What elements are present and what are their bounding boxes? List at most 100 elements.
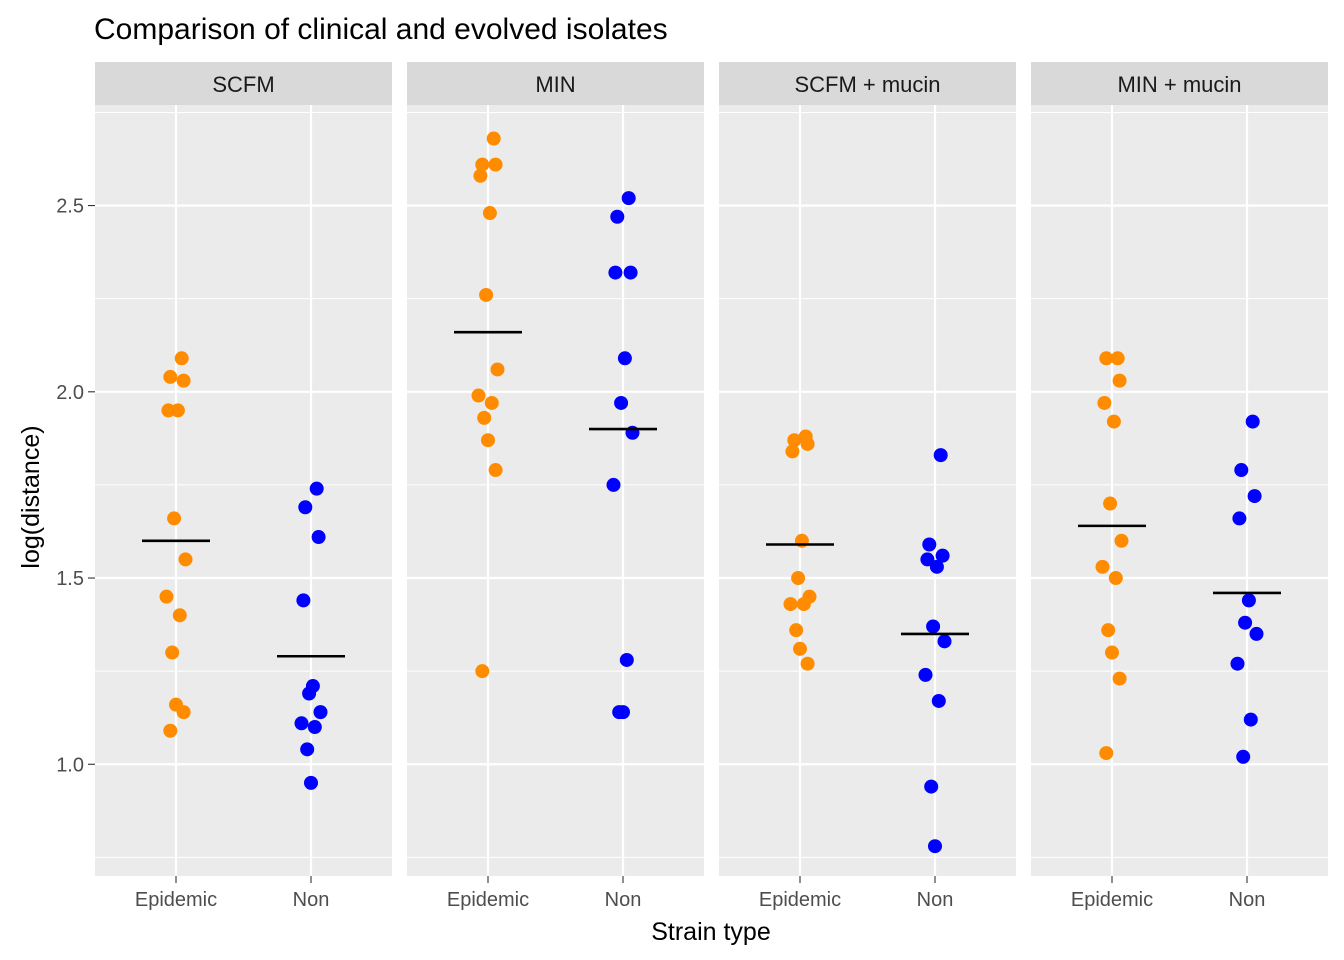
facet-panel: MIN Epidemic Non	[407, 62, 704, 911]
data-point	[475, 157, 490, 172]
data-point	[1243, 712, 1258, 727]
data-point	[787, 433, 802, 448]
data-point	[296, 593, 311, 608]
data-point	[785, 444, 800, 459]
data-point	[167, 511, 182, 526]
data-point	[619, 652, 634, 667]
facet-strip	[1031, 62, 1328, 105]
data-point	[1236, 749, 1251, 764]
facet-strip-label: SCFM	[212, 72, 274, 97]
panel-background	[95, 105, 392, 876]
data-point	[486, 131, 501, 146]
data-point	[783, 597, 798, 612]
facet-strip	[95, 62, 392, 105]
x-tick-label: Epidemic	[447, 889, 529, 911]
data-point	[176, 705, 191, 720]
data-point	[793, 641, 807, 656]
facet-panels: 1.0 1.5 2.0 2.5 SCFM Epidemic Non MIN Epidemic No…	[56, 62, 1328, 911]
data-point	[304, 775, 318, 790]
data-point	[484, 395, 499, 410]
data-point	[800, 436, 815, 451]
data-point	[800, 656, 815, 671]
data-point	[1241, 593, 1256, 608]
data-point	[311, 530, 326, 545]
x-tick-label: Non	[605, 889, 642, 911]
data-point	[617, 351, 632, 366]
data-point	[490, 362, 505, 377]
facet-strip	[719, 62, 1016, 105]
data-point	[608, 265, 623, 280]
facet-strip-label: MIN	[535, 72, 575, 97]
data-point	[481, 433, 495, 448]
data-point	[471, 388, 486, 403]
facet-strip-label: SCFM + mucin	[794, 72, 940, 97]
data-point	[170, 403, 185, 418]
data-point	[623, 265, 638, 280]
data-point	[1103, 496, 1118, 511]
data-point	[165, 645, 180, 660]
facet-panel: SCFM + mucin Epidemic Non	[719, 62, 1016, 911]
data-point	[475, 664, 490, 679]
facet-panel: SCFM Epidemic Non	[95, 62, 392, 911]
data-point	[1245, 414, 1260, 429]
data-point	[1099, 746, 1114, 761]
x-tick-label: Epidemic	[135, 889, 217, 911]
x-tick-label: Epidemic	[759, 889, 841, 911]
facet-strip	[407, 62, 704, 105]
y-tick-label: 1.0	[56, 754, 84, 776]
chart-title: Comparison of clinical and evolved isola…	[94, 13, 668, 46]
data-point	[298, 500, 313, 515]
data-point	[1249, 626, 1264, 641]
data-point	[926, 619, 941, 634]
data-point	[176, 373, 191, 388]
data-point	[479, 287, 494, 302]
x-tick-label: Non	[917, 889, 954, 911]
data-point	[477, 410, 492, 425]
data-point	[931, 693, 946, 708]
x-tick-label: Epidemic	[1071, 889, 1153, 911]
data-point	[621, 191, 636, 206]
data-point	[616, 705, 630, 720]
x-tick-label: Non	[293, 889, 330, 911]
data-point	[488, 157, 503, 172]
x-axis-title: Strain type	[651, 918, 771, 946]
data-point	[473, 168, 488, 183]
y-axis-title: log(distance)	[17, 425, 45, 568]
y-tick-label: 2.0	[56, 382, 84, 404]
data-point	[1112, 373, 1127, 388]
data-point	[1101, 623, 1116, 638]
data-point	[922, 537, 937, 552]
data-point	[294, 716, 309, 731]
data-point	[1247, 489, 1262, 504]
facet-panel: MIN + mucin Epidemic Non	[1031, 62, 1328, 911]
data-point	[929, 559, 944, 574]
y-tick-label: 2.5	[56, 196, 84, 218]
data-point	[174, 351, 189, 366]
data-point	[307, 720, 322, 735]
data-point	[610, 209, 625, 224]
data-point	[302, 686, 317, 701]
data-point	[935, 548, 950, 563]
data-point	[1108, 571, 1123, 586]
panel-background	[719, 105, 1016, 876]
data-point	[1106, 414, 1121, 429]
data-point	[1234, 463, 1249, 478]
data-point	[920, 552, 935, 567]
data-point	[159, 589, 174, 604]
data-point	[488, 463, 503, 478]
data-point	[482, 206, 497, 221]
data-point	[1097, 395, 1112, 410]
panel-background	[1031, 105, 1328, 876]
data-point	[178, 552, 193, 567]
facet-strip-label: MIN + mucin	[1117, 72, 1241, 97]
data-point	[1105, 645, 1119, 660]
data-point	[791, 571, 806, 586]
x-tick-label: Non	[1229, 889, 1266, 911]
data-point	[313, 705, 328, 720]
data-point	[924, 779, 939, 794]
data-point	[1238, 615, 1253, 630]
y-tick-label: 1.5	[56, 568, 84, 590]
data-point	[606, 477, 621, 492]
data-point	[614, 395, 629, 410]
data-point	[789, 623, 804, 638]
